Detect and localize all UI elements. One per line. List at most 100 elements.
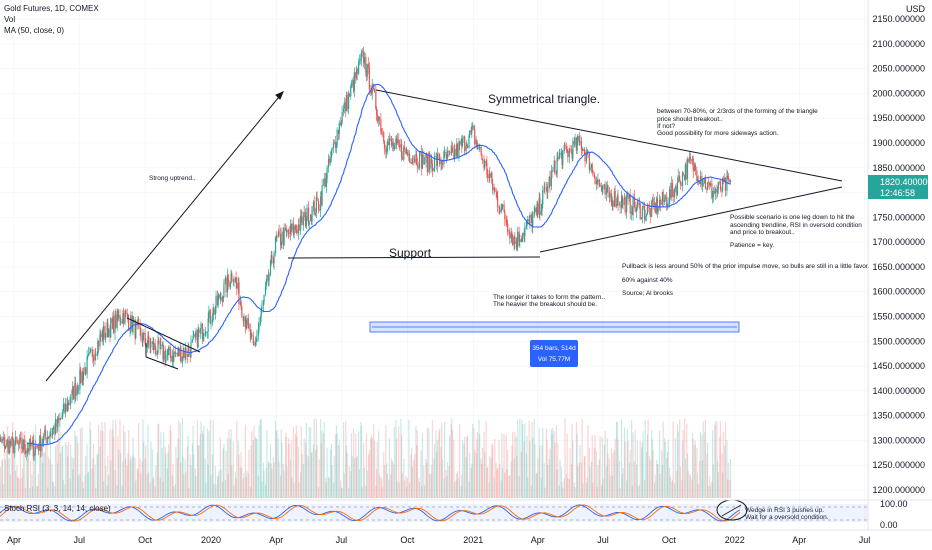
candle-body [649,208,651,217]
candle-body [694,164,696,172]
chart-symbol-title[interactable]: Gold Futures, 1D, COMEX [4,4,99,13]
candle-body [426,155,429,172]
volume-bar [378,474,381,498]
candle-body [631,211,633,216]
volume-bar [532,437,534,498]
volume-bar [62,445,64,498]
candle-body [178,348,180,357]
volume-bar [192,425,194,498]
volume-bar [598,459,600,498]
volume-bar [96,454,98,498]
candle-body [626,195,628,197]
candle-body [491,172,493,183]
drawings[interactable] [45,89,843,382]
date-range-tool[interactable]: 354 bars, 514d Vol 75.77M [369,321,740,367]
candle-body [294,225,297,230]
candle-body [253,343,255,346]
volume-bar [220,469,222,498]
volume-bar [214,465,216,498]
volume-bar [107,455,109,498]
candle-body [182,351,184,357]
candle-body [148,335,150,343]
volume-bar [521,420,523,498]
candle-body [275,237,277,239]
volume-bar [455,479,457,498]
volume-bar [464,437,466,498]
volume-bar [689,473,691,498]
candle-body [21,438,23,449]
candle-body [46,437,48,443]
candle-body [320,196,322,211]
volume-bar [408,482,411,498]
candle-body [177,348,179,354]
volume-bar [699,460,701,498]
volume-bar [151,448,153,498]
candle-body [235,277,237,284]
candle-body [724,177,726,182]
candle-body [27,448,29,451]
candle-body [621,195,623,206]
rsi-label[interactable]: Stoch RSI (3, 3, 14, 14, close) [4,504,111,513]
candle-body [396,139,398,143]
time-tick-label: Apr [792,535,806,545]
uptrend-arrow-head [275,91,284,100]
volume-bar [348,487,350,498]
price-axis[interactable]: USD 2150.0000002100.0000002050.000000200… [0,0,932,530]
volume-bar [363,443,365,498]
time-axis[interactable]: Apr Jul Oct 2020 Apr Jul Oct 2021 Apr Jul Oct 2022 A… [0,529,932,545]
volume-bar [388,479,390,498]
volume-bar [182,456,184,498]
volume-bar [578,462,580,498]
volume-bar [330,443,333,498]
candle-body [355,72,357,78]
volume-label[interactable]: Vol [4,15,16,24]
volume-bar [175,446,177,498]
candle-body [438,153,440,155]
candle-body [620,195,623,208]
candle-body [600,186,603,191]
wedge-note-2: Wait for a oversold condition. [745,514,829,521]
volume-bar [311,451,313,498]
candle-body [481,154,483,160]
candle-body [44,429,46,437]
candle-body [393,142,395,149]
candle-body [293,225,295,235]
candle-body [664,196,666,200]
candle-body [89,351,91,354]
volume-bar [224,480,226,498]
volume-bar [14,470,17,498]
candle-body [54,427,56,434]
volume-bar [679,466,681,498]
volume-bar [449,435,451,498]
candle-body [34,446,37,453]
candle-body [295,229,297,231]
volume-bar [375,468,378,498]
volume-bar [6,441,8,498]
ma-label[interactable]: MA (50, close, 0) [4,26,65,35]
candle-body [425,153,427,163]
volume-bar [301,454,303,498]
candle-body [151,341,153,344]
candle-body [11,436,13,446]
candle-body [383,132,385,142]
volume-bar [388,437,391,498]
candle-body [560,152,563,154]
volume-bar [153,476,155,498]
volume-bar [511,445,513,498]
volume-bar [621,473,623,498]
volume-bar [124,431,126,498]
candle-body [163,351,165,360]
volume-bar [383,452,385,498]
time-tick-label: Apr [7,535,21,545]
volume-bar [647,419,649,498]
rsi-pane[interactable] [0,499,868,522]
candle-body [14,437,17,446]
candle-body [341,111,343,123]
flag-lower-line [145,356,179,370]
volume-bar [180,462,182,498]
volume-bar [327,476,330,498]
candle-body [186,355,188,357]
volume-bar [312,444,315,498]
volume-bar [283,470,285,498]
